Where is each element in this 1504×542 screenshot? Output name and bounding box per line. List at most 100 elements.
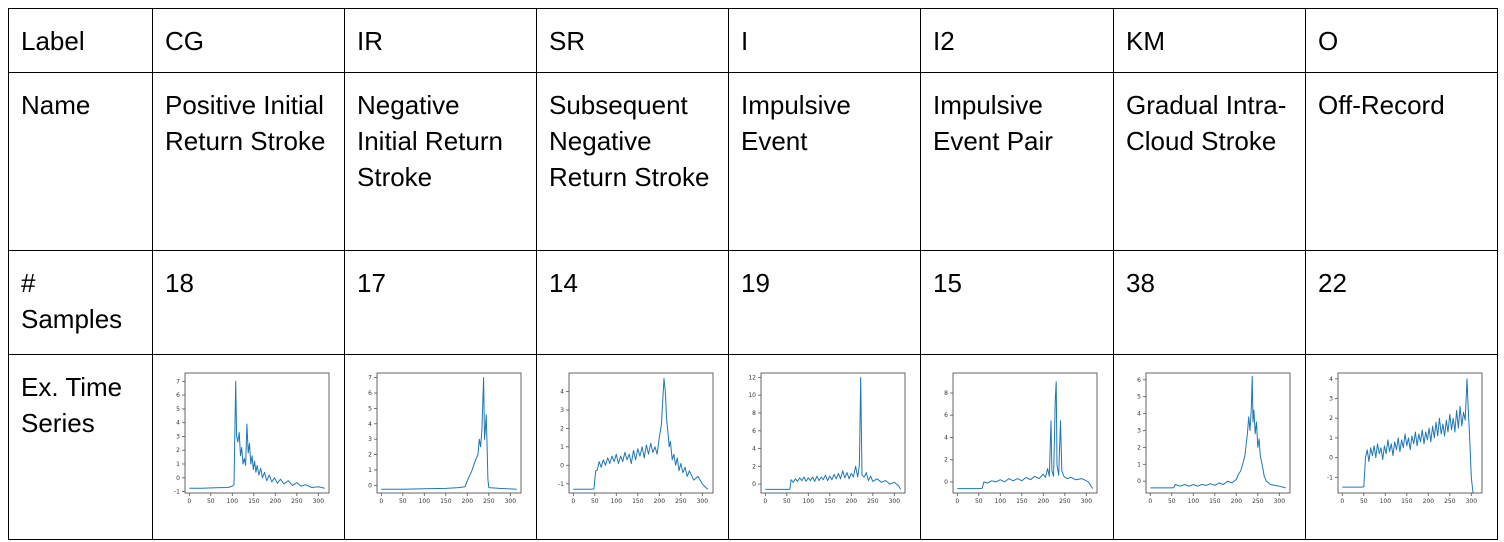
y-tick-label: 6 <box>1137 377 1141 384</box>
label-o: O <box>1305 8 1498 73</box>
plot-frame <box>760 372 906 494</box>
x-tick-label: 150 <box>632 498 644 505</box>
label-ir: IR <box>344 8 537 73</box>
label-sr: SR <box>536 8 729 73</box>
series-line <box>1150 375 1286 489</box>
y-tick-label: -1 <box>174 489 180 496</box>
x-tick-label: 200 <box>462 498 474 505</box>
plot-cell-km: 0 50 100 150 200 250 300 0 1 2 3 4 5 6 <box>1113 354 1306 540</box>
x-tick-label: 250 <box>1059 498 1071 505</box>
x-tick-label: 50 <box>591 498 599 505</box>
y-tick-label: 8 <box>752 410 756 417</box>
plot-frame <box>1145 372 1291 494</box>
y-tick-label: 6 <box>368 390 372 397</box>
x-tick-label: 250 <box>483 498 495 505</box>
x-tick-label: 300 <box>313 498 325 505</box>
y-tick-label: 1 <box>1329 435 1333 442</box>
y-tick-label: 1 <box>176 461 180 468</box>
y-tick-label: -1 <box>1327 474 1333 481</box>
x-tick-label: 150 <box>1016 498 1028 505</box>
timeseries-row: Ex. Time Series 0 50 100 150 200 250 300 -1 0 1 2 3… <box>8 354 1498 540</box>
y-tick-label: 6 <box>176 392 180 399</box>
x-tick-label: 50 <box>1168 498 1176 505</box>
data-table: Label CG IR SR I I2 KM O Name Positive I… <box>8 8 1498 540</box>
samples-ir: 17 <box>344 250 537 355</box>
y-tick-label: 4 <box>560 389 564 396</box>
y-tick-label: 2 <box>752 463 756 470</box>
plot-cell-ir: 0 50 100 150 200 250 300 0 1 2 3 4 5 6 7 <box>344 354 537 540</box>
x-tick-label: 300 <box>697 498 709 505</box>
x-tick-label: 150 <box>440 498 452 505</box>
y-tick-label: 2 <box>368 452 372 459</box>
time-series-plot-km: 0 50 100 150 200 250 300 0 1 2 3 4 5 6 <box>1137 372 1291 505</box>
y-tick-label: 4 <box>1329 376 1333 383</box>
row-header-name: Name <box>8 72 153 251</box>
x-tick-label: 50 <box>783 498 791 505</box>
x-tick-label: 0 <box>187 498 191 505</box>
x-tick-label: 0 <box>571 498 575 505</box>
time-series-plot-ir: 0 50 100 150 200 250 300 0 1 2 3 4 5 6 7 <box>368 372 522 505</box>
x-tick-label: 50 <box>975 498 983 505</box>
x-tick-label: 100 <box>419 498 431 505</box>
x-tick-label: 250 <box>867 498 879 505</box>
samples-cg: 18 <box>152 250 345 355</box>
row-header-time-series: Ex. Time Series <box>8 354 153 540</box>
plot-frame <box>184 372 330 494</box>
y-tick-label: 7 <box>176 378 180 385</box>
y-tick-label: 0 <box>944 479 948 486</box>
name-sr: Subsequent Negative Return Stroke <box>536 72 729 251</box>
y-tick-label: 5 <box>176 406 180 413</box>
samples-km: 38 <box>1113 250 1306 355</box>
x-tick-label: 0 <box>1340 498 1344 505</box>
series-line <box>573 378 709 490</box>
label-cg: CG <box>152 8 345 73</box>
name-ir: Negative Initial Return Stroke <box>344 72 537 251</box>
y-tick-label: 8 <box>944 390 948 397</box>
plot-cell-i2: 0 50 100 150 200 250 300 0 2 4 6 8 <box>920 354 1114 540</box>
y-tick-label: 1 <box>1137 461 1141 468</box>
y-tick-label: 5 <box>368 405 372 412</box>
row-header-samples: # Samples <box>8 250 153 355</box>
x-tick-label: 300 <box>889 498 901 505</box>
x-tick-label: 150 <box>248 498 260 505</box>
time-series-plot-cg: 0 50 100 150 200 250 300 -1 0 1 2 3 4 5 6 7 <box>174 372 330 505</box>
x-tick-label: 100 <box>1380 498 1392 505</box>
y-tick-label: 0 <box>368 482 372 489</box>
series-line <box>189 380 325 489</box>
plot-cell-o: 0 50 100 150 200 250 300 -1 0 1 2 3 4 <box>1305 354 1498 540</box>
x-tick-label: 250 <box>1252 498 1264 505</box>
y-tick-label: 2 <box>560 425 564 432</box>
name-row: Name Positive Initial Return Stroke Nega… <box>8 72 1498 251</box>
y-tick-label: -1 <box>558 481 564 488</box>
x-tick-label: 0 <box>955 498 959 505</box>
y-tick-label: 1 <box>368 467 372 474</box>
x-tick-label: 250 <box>1444 498 1456 505</box>
y-tick-label: 4 <box>752 446 756 453</box>
x-tick-label: 0 <box>763 498 767 505</box>
y-tick-label: 0 <box>752 481 756 488</box>
y-tick-label: 10 <box>748 392 756 399</box>
time-series-plot-o: 0 50 100 150 200 250 300 -1 0 1 2 3 4 <box>1327 372 1483 505</box>
plot-cell-cg: 0 50 100 150 200 250 300 -1 0 1 2 3 4 5 6 7 <box>152 354 345 540</box>
y-tick-label: 0 <box>1137 478 1141 485</box>
y-tick-label: 3 <box>1137 428 1141 435</box>
label-km: KM <box>1113 8 1306 73</box>
x-tick-label: 150 <box>1209 498 1221 505</box>
x-tick-label: 200 <box>1423 498 1435 505</box>
name-cg: Positive Initial Return Stroke <box>152 72 345 251</box>
x-tick-label: 200 <box>654 498 666 505</box>
x-tick-label: 100 <box>1188 498 1200 505</box>
samples-sr: 14 <box>536 250 729 355</box>
samples-row: # Samples 18 17 14 19 15 38 22 <box>8 250 1498 355</box>
y-tick-label: 4 <box>176 420 180 427</box>
x-tick-label: 200 <box>846 498 858 505</box>
x-tick-label: 100 <box>803 498 815 505</box>
y-tick-label: 0 <box>1329 455 1333 462</box>
series-line <box>381 377 517 490</box>
label-row: Label CG IR SR I I2 KM O <box>8 8 1498 73</box>
y-tick-label: 4 <box>1137 411 1141 418</box>
time-series-plot-sr: 0 50 100 150 200 250 300 -1 0 1 2 3 4 <box>558 372 714 505</box>
x-tick-label: 300 <box>1466 498 1478 505</box>
name-o: Off-Record <box>1305 72 1498 251</box>
plot-frame <box>376 372 522 494</box>
